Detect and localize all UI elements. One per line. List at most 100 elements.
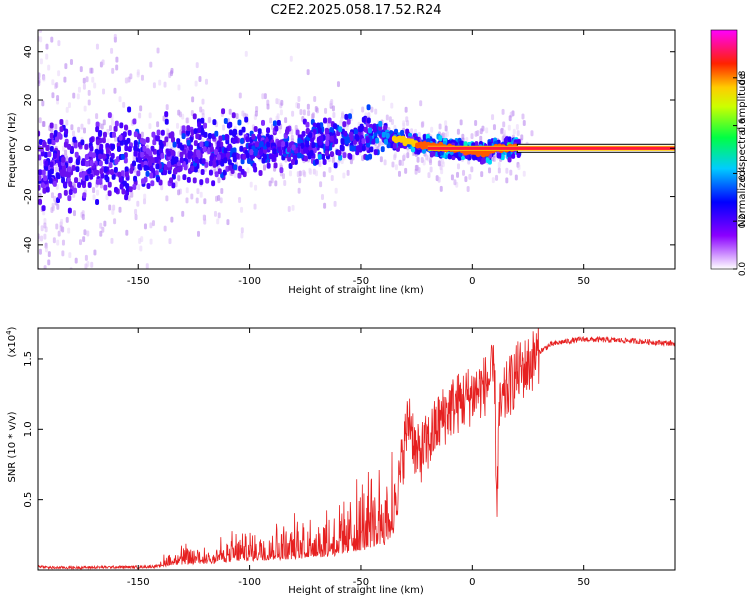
spectrogram-point-faint	[508, 115, 512, 122]
spectrogram-point	[49, 145, 54, 152]
spectrogram-point-faint	[144, 16, 147, 22]
spectrogram-point	[111, 143, 116, 150]
spectrogram-point-faint	[113, 276, 116, 282]
spectrogram-point	[140, 151, 145, 158]
spectrogram-point	[177, 166, 182, 173]
spectrogram-point	[485, 157, 490, 164]
spectrogram-point	[210, 152, 215, 159]
spectrogram-point	[297, 137, 302, 144]
spectrogram-point-faint	[297, 102, 301, 109]
spectrogram-point	[78, 171, 83, 178]
spectrogram-point-faint	[111, 273, 114, 279]
spectrogram-point	[259, 141, 264, 148]
spectrogram-point-faint	[48, 297, 51, 303]
spectrogram-point-faint	[314, 106, 318, 113]
spectrogram-point-faint	[83, 4, 86, 10]
spectrogram-point	[207, 133, 212, 140]
spectrogram-point	[122, 131, 127, 138]
spectrogram-point	[52, 180, 57, 187]
spectrogram-point	[121, 188, 126, 195]
spectrogram-point-faint	[404, 106, 408, 113]
spectrogram-point	[266, 162, 271, 169]
spectrogram-point-faint	[56, 203, 60, 210]
spectrogram-point	[338, 126, 343, 133]
snr-multiplier-exp: 4	[5, 330, 13, 335]
spectrogram-point-faint	[223, 164, 227, 171]
spectrogram-point-faint	[55, 81, 59, 88]
spectrogram-point-faint	[101, 226, 105, 233]
spectrogram-point-faint	[62, 145, 66, 152]
spectrogram-point-faint	[294, 124, 298, 131]
spectrogram-point	[314, 158, 319, 165]
spectrogram-point-faint	[485, 127, 489, 134]
spectrogram-point-faint	[255, 106, 259, 113]
spectrogram-point	[216, 154, 221, 161]
spectrogram-point	[239, 145, 244, 152]
spectrogram-point-faint	[501, 108, 505, 115]
spectrogram-point-faint	[340, 116, 344, 123]
spectrogram-point	[361, 116, 366, 123]
spectrogram-point-faint	[69, 267, 73, 269]
spectrogram-point-faint	[77, 86, 81, 93]
spectrogram-point-faint	[139, 105, 143, 112]
spectrogram-point-faint	[151, 220, 155, 227]
spectrogram-point-faint	[57, 70, 61, 77]
spectrogram-xtick-label: 0	[469, 276, 475, 287]
spectrogram-point-faint	[522, 120, 526, 127]
spectrogram-point	[155, 135, 160, 142]
spectrogram-point	[87, 168, 92, 175]
spectrogram-point-faint	[220, 187, 224, 194]
spectrogram-point-faint	[515, 123, 519, 130]
spectrogram-point	[216, 141, 221, 148]
spectrogram-point	[329, 135, 334, 142]
spectrogram-ylabel: Frequency (Hz)	[7, 112, 18, 188]
spectrogram-point	[194, 156, 199, 163]
spectrogram-point	[342, 121, 347, 128]
spectrogram-point	[317, 127, 322, 134]
spectrogram-point-faint	[379, 156, 383, 163]
spectrogram-point	[49, 122, 54, 129]
spectrogram-point-faint	[105, 194, 109, 201]
spectrogram-point	[132, 160, 137, 167]
spectrogram-point-faint	[406, 120, 410, 127]
spectrogram-point	[63, 189, 68, 196]
spectrogram-point	[128, 186, 133, 193]
spectrogram-point	[359, 123, 364, 130]
spectrogram-point-faint	[382, 95, 386, 102]
spectrogram-point	[62, 181, 67, 188]
spectrogram-point-faint	[438, 123, 442, 130]
spectrogram-point-faint	[50, 23, 53, 29]
spectrogram-point-faint	[57, 40, 61, 47]
spectrogram-point-faint	[320, 193, 324, 200]
spectrogram-point-faint	[60, 218, 64, 225]
spectrogram-point-faint	[101, 279, 104, 285]
spectrogram-point-faint	[181, 210, 185, 217]
spectrogram-point	[327, 117, 332, 124]
spectrogram-point-faint	[456, 171, 460, 178]
spectrogram-point	[324, 150, 329, 157]
spectrogram-point-faint	[129, 17, 132, 23]
spectrogram-point	[89, 173, 94, 180]
spectrogram-point-faint	[51, 202, 55, 209]
spectrogram-ytick-label: 0	[23, 145, 34, 151]
spectrogram-point	[312, 128, 317, 135]
spectrogram-point-faint	[530, 130, 534, 137]
spectrogram-point-faint	[488, 167, 492, 174]
spectrogram-point-faint	[516, 130, 520, 137]
spectrogram-point-faint	[158, 79, 162, 86]
spectrogram-point-faint	[303, 171, 307, 178]
spectrogram-point	[171, 182, 176, 189]
spectrogram-point-faint	[38, 248, 42, 255]
snr-multiplier: (x104)	[5, 326, 18, 357]
spectrogram-point-faint	[240, 227, 244, 234]
spectrogram-point	[245, 136, 250, 143]
spectrogram-point-faint	[445, 131, 449, 138]
spectrogram-point-faint	[219, 197, 223, 204]
spectrogram-point-faint	[115, 56, 119, 63]
spectrogram-point	[68, 157, 73, 164]
spectrogram-point	[145, 170, 150, 177]
spectrogram-point	[80, 159, 85, 166]
spectrogram-point	[204, 161, 209, 168]
spectrogram-point	[38, 169, 43, 176]
spectrogram-point-faint	[299, 109, 303, 116]
